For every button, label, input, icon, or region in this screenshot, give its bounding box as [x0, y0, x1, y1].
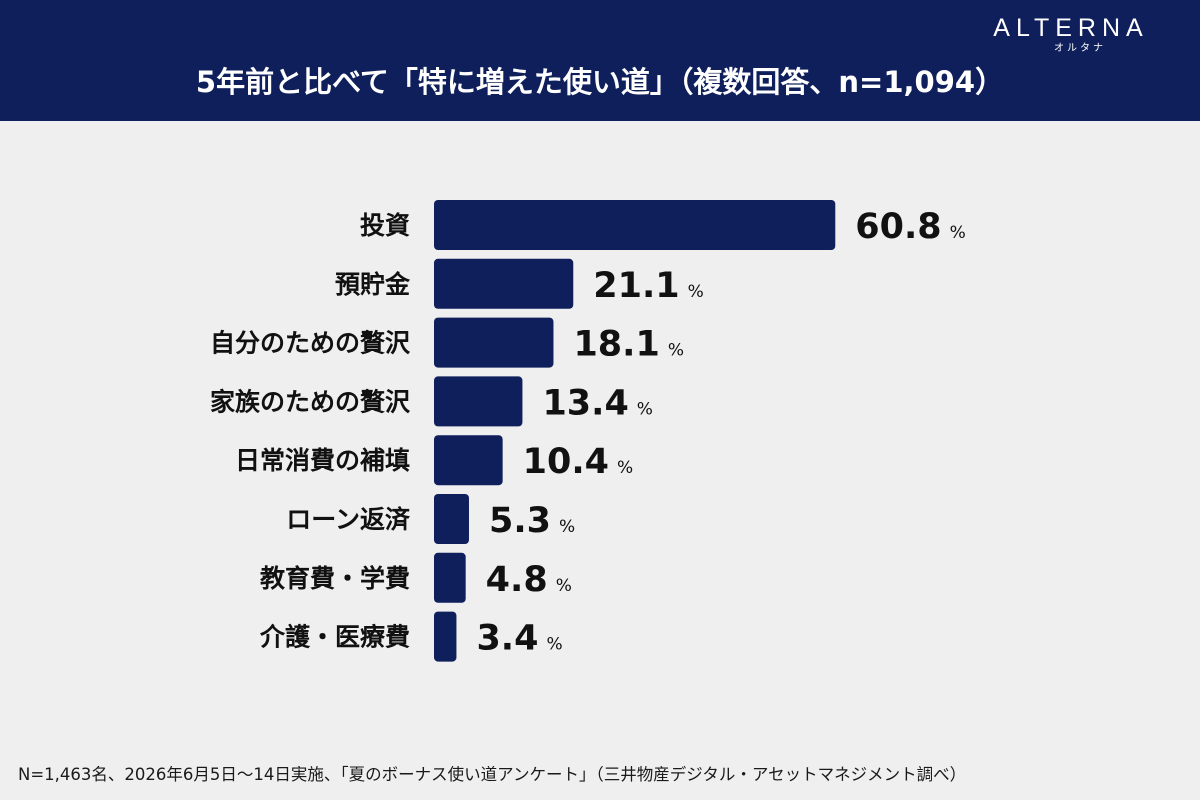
bar [434, 494, 469, 544]
category-label: 日常消費の補填 [235, 446, 410, 475]
logo-sub-text: オルタナ [1054, 43, 1106, 54]
value-label: 4.8% [486, 560, 572, 600]
bar [434, 435, 503, 486]
category-label: 教育費・学費 [260, 564, 410, 593]
category-label: 自分のための贅沢 [210, 329, 411, 358]
category-label: 投資 [360, 211, 410, 240]
source-note: N=1,463名、2026年6月5日〜14日実施、「夏のボーナス使い道アンケート… [18, 765, 967, 784]
category-label: 預貯金 [335, 270, 411, 299]
value-label: 60.8% [855, 207, 966, 247]
bar [434, 611, 457, 662]
value-label: 3.4% [476, 619, 562, 659]
category-label: 介護・医療費 [259, 623, 410, 652]
value-label: 13.4% [542, 383, 653, 423]
value-label: 18.1% [573, 325, 684, 365]
header-banner: ALTERNA オルタナ 5年前と比べて「特に増えた使い道」（複数回答、n=1,… [0, 0, 1200, 121]
bar [434, 376, 523, 427]
category-label: ローン返済 [286, 505, 411, 534]
logo-main-text: ALTERNA [993, 14, 1149, 42]
bar [434, 258, 574, 309]
value-label: 10.4% [523, 442, 634, 482]
category-label: 家族のための贅沢 [210, 387, 411, 416]
value-label: 5.3% [489, 501, 575, 541]
chart-title: 5年前と比べて「特に増えた使い道」（複数回答、n=1,094） [195, 65, 1005, 99]
value-label: 21.1% [593, 266, 704, 306]
bar [434, 552, 466, 603]
alterna-logo: ALTERNA オルタナ [966, 14, 1176, 56]
bar [434, 317, 554, 368]
bar-chart: 投資 60.8 % 預貯金 21.1 % 自分のための贅沢 18.1 % 家族のための贅沢 13.4… [210, 200, 966, 662]
bar [434, 200, 836, 250]
